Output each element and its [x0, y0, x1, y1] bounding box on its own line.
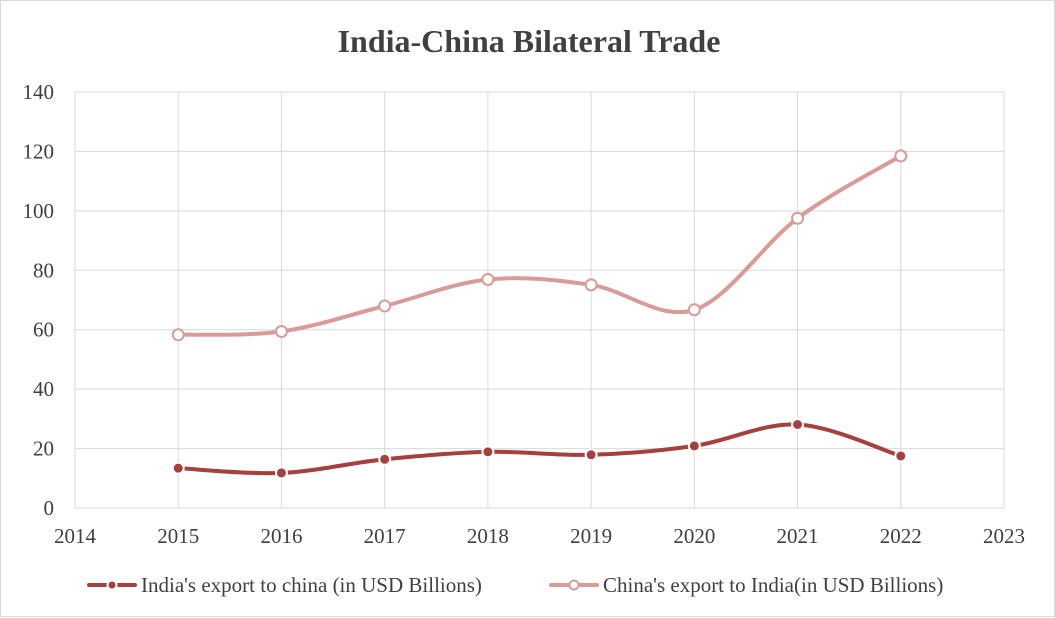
data-point-0: [274, 466, 288, 480]
data-point-0: [791, 418, 805, 432]
series-line-0: [176, 422, 903, 476]
data-point-1: [791, 211, 805, 225]
data-point-0: [584, 448, 598, 462]
legend-marker-0: [106, 579, 118, 591]
data-point-0: [687, 439, 701, 453]
axes: 0 20 40 60 80 100 120 140 2014 2015 2016 2017 2018 20…: [23, 80, 1026, 548]
data-point-0: [894, 449, 908, 463]
y-tick-label: 40: [33, 377, 54, 401]
data-point-1: [378, 299, 392, 313]
data-point-0: [378, 452, 392, 466]
y-tick-label: 0: [44, 496, 55, 520]
data-point-1: [894, 149, 908, 163]
y-tick-label: 20: [33, 437, 54, 461]
legend-label-0: India's export to china (in USD Billions…: [141, 573, 482, 597]
x-tick-label: 2020: [673, 524, 715, 548]
series-lines: [171, 149, 908, 480]
series-line-1: [176, 153, 903, 337]
data-point-1: [171, 328, 185, 342]
x-tick-label: 2018: [467, 524, 509, 548]
x-tick-label: 2017: [364, 524, 406, 548]
chart-title: India-China Bilateral Trade: [338, 23, 721, 59]
data-point-1: [687, 303, 701, 317]
x-tick-label: 2023: [983, 524, 1025, 548]
legend-label-1: China's export to India(in USD Billions): [603, 573, 943, 597]
y-tick-label: 60: [33, 318, 54, 342]
data-point-1: [584, 278, 598, 292]
x-tick-label: 2021: [777, 524, 819, 548]
x-tick-label: 2022: [880, 524, 922, 548]
x-tick-label: 2014: [54, 524, 97, 548]
y-tick-label: 120: [23, 139, 55, 163]
legend-marker-1: [568, 579, 580, 591]
data-point-1: [481, 272, 495, 286]
data-point-1: [274, 324, 288, 338]
x-tick-label: 2019: [570, 524, 612, 548]
y-tick-label: 80: [33, 258, 54, 282]
legend: India's export to china (in USD Billions…: [87, 573, 943, 597]
y-tick-label: 100: [23, 199, 55, 223]
y-tick-label: 140: [23, 80, 55, 104]
data-point-0: [481, 445, 495, 459]
grid-lines: [74, 91, 1005, 509]
data-point-0: [171, 461, 185, 475]
x-tick-label: 2015: [157, 524, 199, 548]
x-tick-label: 2016: [260, 524, 302, 548]
